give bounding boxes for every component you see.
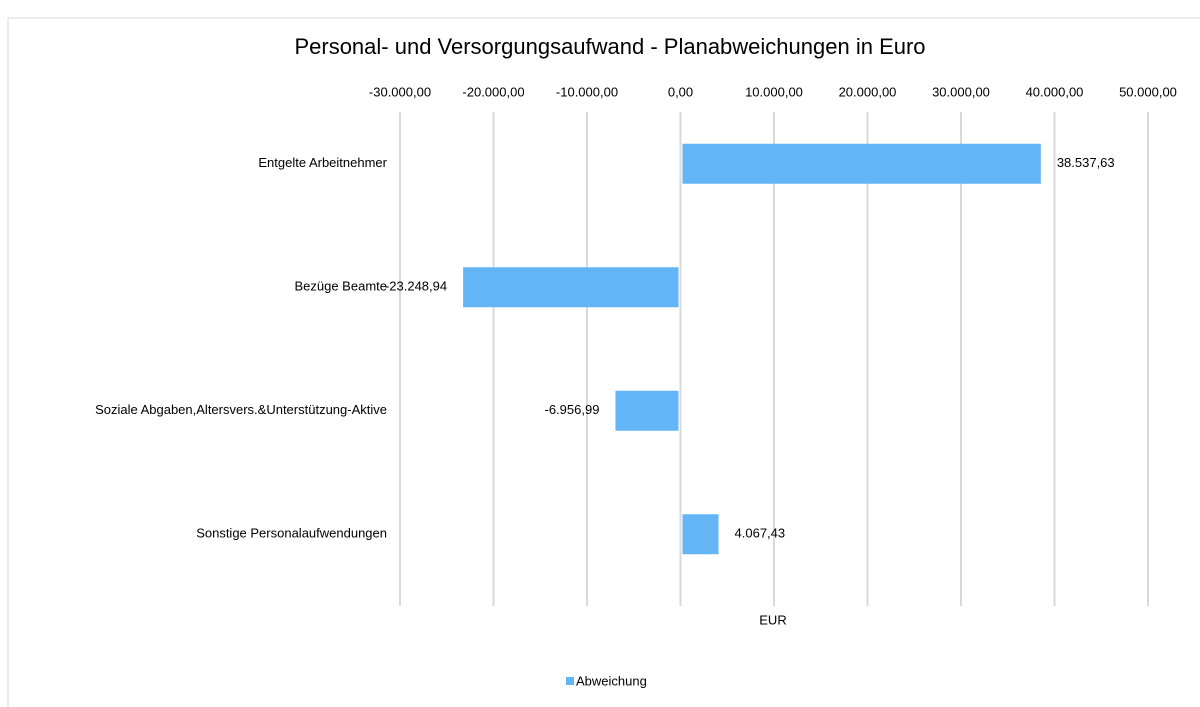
y-tick-label: Sonstige Personalaufwendungen [196,526,387,541]
x-tick-label: 0,00 [668,84,693,99]
data-label: -6.956,99 [545,402,600,417]
data-label: 38.537,63 [1057,155,1115,170]
legend-swatch [566,677,574,685]
x-axis-title: EUR [759,612,786,627]
x-tick-label: 30.000,00 [932,84,990,99]
x-tick-label: 20.000,00 [839,84,897,99]
x-tick-label: 50.000,00 [1119,84,1177,99]
bar [682,514,719,555]
chart-frame [7,17,1200,707]
bar [615,390,679,431]
chart-title: Personal- und Versorgungsaufwand - Plana… [294,34,925,59]
x-tick-label: -20.000,00 [462,84,524,99]
x-tick-label: -10.000,00 [556,84,618,99]
bar [463,267,679,308]
x-tick-label: 40.000,00 [1026,84,1084,99]
x-tick-label: -30.000,00 [369,84,431,99]
legend-label: Abweichung [576,673,647,688]
y-tick-label: Entgelte Arbeitnehmer [258,155,387,170]
data-label: 4.067,43 [735,526,786,541]
data-label: -23.248,94 [385,279,447,294]
x-tick-label: 10.000,00 [745,84,803,99]
y-tick-label: Bezüge Beamte [294,279,387,294]
y-tick-label: Soziale Abgaben,Altersvers.&Unterstützun… [95,402,387,417]
bar [682,143,1041,184]
